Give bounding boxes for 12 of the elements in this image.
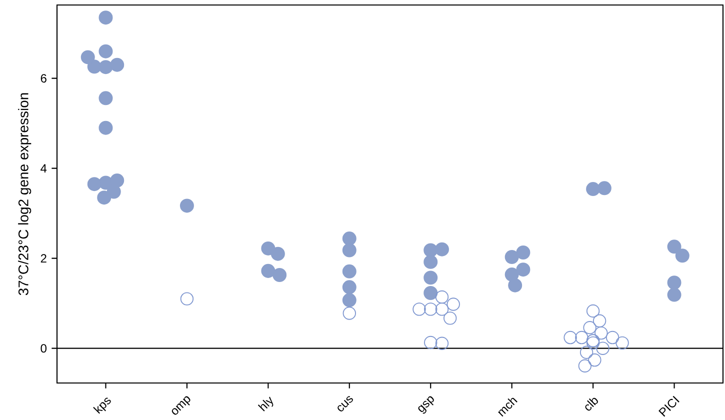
x-tick-label: omp (172, 396, 190, 415)
y-axis-title: 37°C/23°C log2 gene expression (18, 93, 32, 296)
y-tick-label: 2 (40, 254, 46, 263)
y-tick-label: 4 (40, 164, 47, 172)
x-tick-label: mch (498, 398, 518, 417)
x-tick-label: cus (338, 396, 353, 412)
x-tick-label: kps (93, 398, 111, 414)
y-tick-label: 0 (40, 344, 46, 353)
x-tick-label: clb (585, 398, 598, 411)
x-tick-label: gsp (418, 396, 434, 414)
y-tick-label: 6 (40, 74, 46, 83)
x-tick-label: hly (258, 396, 274, 412)
